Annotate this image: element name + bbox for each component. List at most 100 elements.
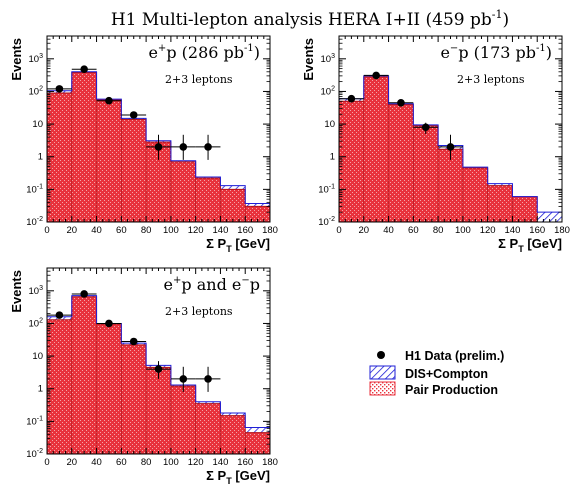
x-tick-label: 160 [237,225,253,236]
y-axis-label: Events [9,38,24,81]
y-tick-label: 103 [321,53,336,65]
data-point [80,65,88,74]
figure-title: H1 Multi-lepton analysis HERA I+II (459 … [111,8,509,30]
y-tick-label: 10 [324,119,335,130]
y-tick-label: 10 [32,119,43,130]
pair-production-bar [220,415,246,454]
y-tick-label: 10-2 [318,216,335,228]
pair-production-bar [170,161,196,222]
data-point [347,94,356,103]
data-point [446,143,455,151]
y-tick-label: 10-2 [26,216,43,228]
x-tick-label: 120 [480,225,496,236]
pair-production-bar [487,185,513,222]
legend-dis-label: DIS+Compton [405,367,488,381]
y-tick-label: 10 [32,351,43,362]
x-tick-label: 40 [91,457,102,468]
x-tick-label: 0 [336,225,341,236]
x-tick-label: 120 [188,457,204,468]
panel-annotation: 2+3 leptons [165,73,233,86]
pair-production-bar [170,386,196,454]
legend-data-label: H1 Data (prelim.) [405,349,504,363]
pair-production-bar [363,76,389,222]
y-tick-label: 10-1 [26,415,43,427]
data-point [204,375,212,383]
data-point [154,365,163,373]
panel-title: e+p (286 pb-1) [148,43,260,62]
legend-data-marker [377,351,385,359]
pair-production-bar [71,72,97,222]
data-point [129,337,138,346]
data-point [80,290,88,298]
y-tick-label: 103 [29,285,44,297]
pair-production-bar [220,189,246,222]
y-tick-label: 10-2 [26,448,43,460]
data-point [204,143,212,151]
legend: H1 Data (prelim.) DIS+Compton Pair Produ… [369,349,504,397]
panel-annotation: 2+3 leptons [165,305,233,318]
dis-compton-bar [537,212,562,222]
legend-dis-swatch [369,365,396,380]
y-tick-label: 10-1 [318,183,335,195]
data-point [421,123,430,132]
x-tick-label: 140 [213,225,229,236]
y-tick-label: 1 [330,152,335,163]
x-tick-label: 100 [455,225,471,236]
x-tick-label: 0 [44,457,49,468]
panel-title: e−p (173 pb-1) [440,43,552,62]
x-tick-label: 0 [44,225,49,236]
pair-production-bar [413,125,439,222]
data-point [55,311,64,319]
x-tick-label: 100 [163,225,179,236]
x-tick-label: 100 [163,457,179,468]
x-axis-label: Σ PT [GeV] [498,236,562,254]
data-point [129,111,138,119]
chart-panel-3: 0 20 40 60 80 100 120 140 160 180 10-2 10-1 1 10 102 10… [9,267,278,486]
x-tick-label: 80 [141,457,152,468]
chart-panel-1: 0 20 40 60 80 100 120 140 160 180 10-2 10-1 1 10 102 10… [9,35,278,254]
pair-production-bar [512,196,538,222]
x-tick-label: 40 [91,225,102,236]
x-tick-label: 140 [505,225,521,236]
x-axis-label: Σ PT [GeV] [206,236,270,254]
data-point [105,96,113,105]
y-tick-label: 103 [29,53,44,65]
x-tick-label: 40 [383,225,394,236]
x-tick-label: 60 [116,457,127,468]
x-tick-label: 180 [554,225,570,236]
y-tick-label: 10-1 [26,183,43,195]
pair-production-bar [388,104,414,222]
pair-production-bar [339,101,364,222]
x-tick-label: 180 [262,225,278,236]
x-tick-label: 20 [358,225,369,236]
pair-production-bar [96,324,122,454]
pair-production-bar [71,296,97,454]
pair-production-bar [462,168,488,222]
data-point [179,375,188,383]
data-point [105,319,113,328]
x-tick-label: 80 [141,225,152,236]
panel-title: e+p and e−p [164,275,260,294]
data-point [55,85,64,93]
x-tick-label: 80 [433,225,444,236]
data-point [154,143,163,151]
y-tick-label: 102 [29,317,44,329]
pair-production-bar [438,149,463,222]
pair-production-bar [195,178,221,222]
pair-production-bar [121,119,147,222]
pair-production-bar [245,432,270,454]
x-tick-label: 60 [408,225,419,236]
x-tick-label: 160 [237,457,253,468]
x-tick-label: 180 [262,457,278,468]
x-tick-label: 120 [188,225,204,236]
x-tick-label: 60 [116,225,127,236]
pair-production-bar [47,92,72,222]
x-tick-label: 20 [66,457,77,468]
legend-pair-swatch [369,381,396,396]
x-tick-label: 160 [529,225,545,236]
pair-production-bar [146,367,171,454]
y-axis-label: Events [9,270,24,313]
x-tick-label: 140 [213,457,229,468]
panel-annotation: 2+3 leptons [457,73,525,86]
